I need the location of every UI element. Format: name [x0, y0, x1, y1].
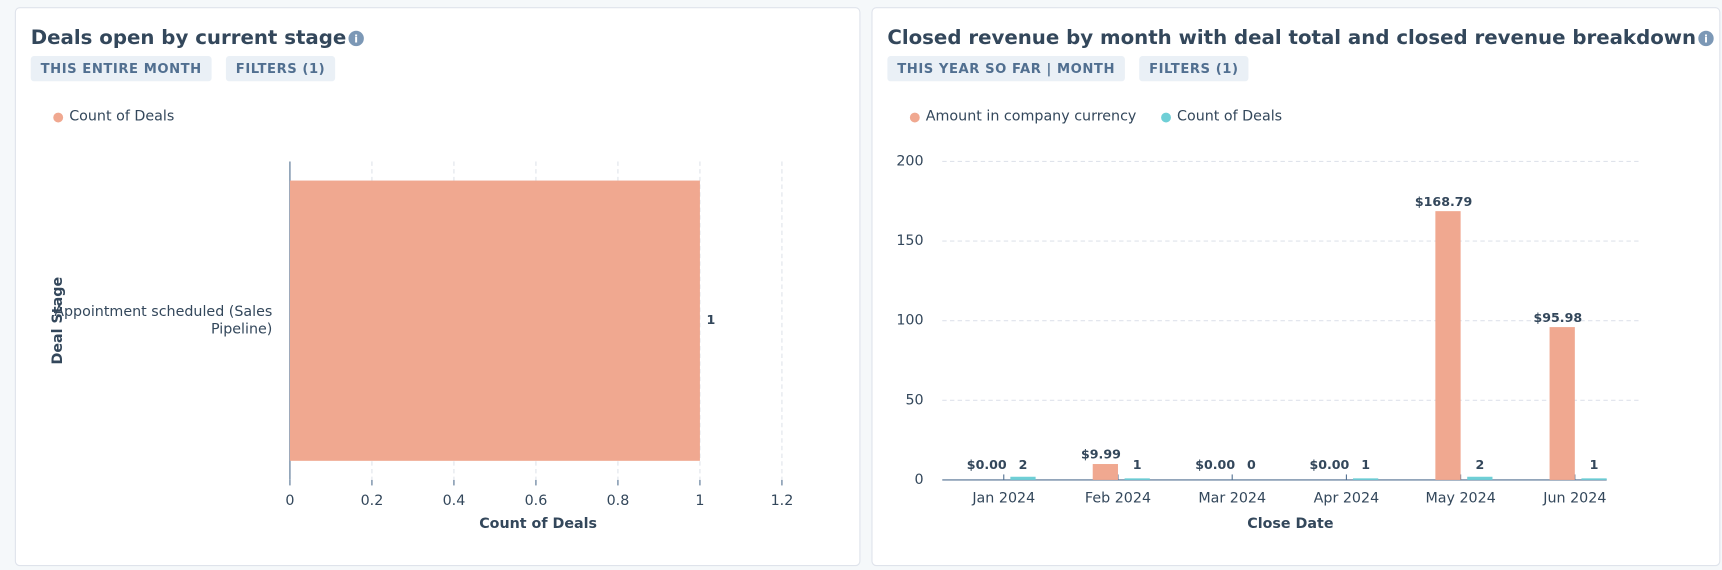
info-icon[interactable] [1698, 30, 1714, 47]
data-label: $0.00 [967, 457, 1007, 472]
x-axis-title: Close Date [1247, 516, 1333, 532]
filter-chip-label[interactable]: THIS ENTIRE MONTH [41, 62, 202, 77]
data-label: $95.98 [1533, 310, 1582, 325]
legend-marker [53, 112, 64, 123]
x-tick-label: Jan 2024 [971, 491, 1035, 507]
bar [1467, 476, 1493, 480]
legend-label: Count of Deals [69, 108, 174, 124]
data-label: $0.00 [1195, 457, 1235, 472]
chart-title: Deals open by current stage [31, 26, 347, 49]
bar [1124, 478, 1150, 480]
filter-chip-label[interactable]: FILTERS (1) [236, 62, 325, 77]
x-tick-label: 0 [285, 493, 294, 509]
filter-chip[interactable] [30, 56, 212, 82]
x-tick-label: Mar 2024 [1198, 491, 1266, 507]
data-label: 2 [1019, 457, 1028, 472]
bar [1435, 211, 1461, 480]
data-label: 0 [1247, 457, 1256, 472]
info-i: i [1704, 33, 1708, 46]
bar [1581, 478, 1607, 480]
panel [871, 7, 1721, 567]
x-tick-label: 0.6 [525, 493, 548, 509]
bar [1092, 464, 1118, 480]
x-tick-label: May 2024 [1425, 491, 1495, 507]
data-label: $0.00 [1309, 457, 1349, 472]
legend-label: Amount in company currency [926, 108, 1137, 124]
filter-chip-label[interactable]: THIS YEAR SO FAR | MONTH [897, 62, 1115, 77]
filter-chip[interactable] [225, 56, 336, 82]
data-label: 1 [1590, 457, 1599, 472]
y-tick-label: 200 [896, 153, 923, 169]
info-icon[interactable] [348, 30, 364, 47]
y-tick-label: 0 [915, 472, 924, 488]
data-label: 2 [1475, 457, 1484, 472]
data-label: 1 [707, 312, 716, 327]
bar [1353, 478, 1379, 480]
info-i: i [354, 33, 358, 46]
data-label: $9.99 [1081, 447, 1121, 462]
x-tick-label: 0.8 [607, 493, 630, 509]
legend-marker [1161, 112, 1171, 123]
x-tick-label: Feb 2024 [1085, 491, 1151, 507]
x-tick-label: 0.4 [443, 493, 466, 509]
chart-title: Closed revenue by month with deal total … [887, 26, 1696, 49]
data-label: 1 [1133, 457, 1142, 472]
bar [1549, 327, 1575, 480]
data-label: $168.79 [1415, 194, 1472, 209]
y-tick-label: 150 [896, 233, 923, 249]
x-tick-label: 1 [695, 493, 704, 509]
x-tick-label: 0.2 [361, 493, 384, 509]
filter-chip[interactable] [887, 56, 1125, 82]
y-tick-label: 100 [896, 313, 923, 329]
y-axis-title: Deal Stage [50, 277, 66, 365]
x-axis-title: Count of Deals [479, 516, 597, 532]
legend-marker [909, 112, 920, 123]
y-tick-label: Appointment scheduled (Sales Pipeline) [54, 304, 272, 338]
bar [289, 180, 700, 461]
x-tick-label: Jun 2024 [1542, 491, 1606, 507]
legend-label: Count of Deals [1177, 108, 1282, 124]
x-tick-label: 1.2 [771, 493, 794, 509]
y-tick-label: 50 [905, 392, 923, 408]
x-tick-label: Apr 2024 [1314, 491, 1380, 507]
filter-chip[interactable] [1139, 56, 1249, 82]
data-label: 1 [1361, 457, 1370, 472]
filter-chip-label[interactable]: FILTERS (1) [1149, 62, 1238, 77]
bar [1010, 476, 1036, 480]
